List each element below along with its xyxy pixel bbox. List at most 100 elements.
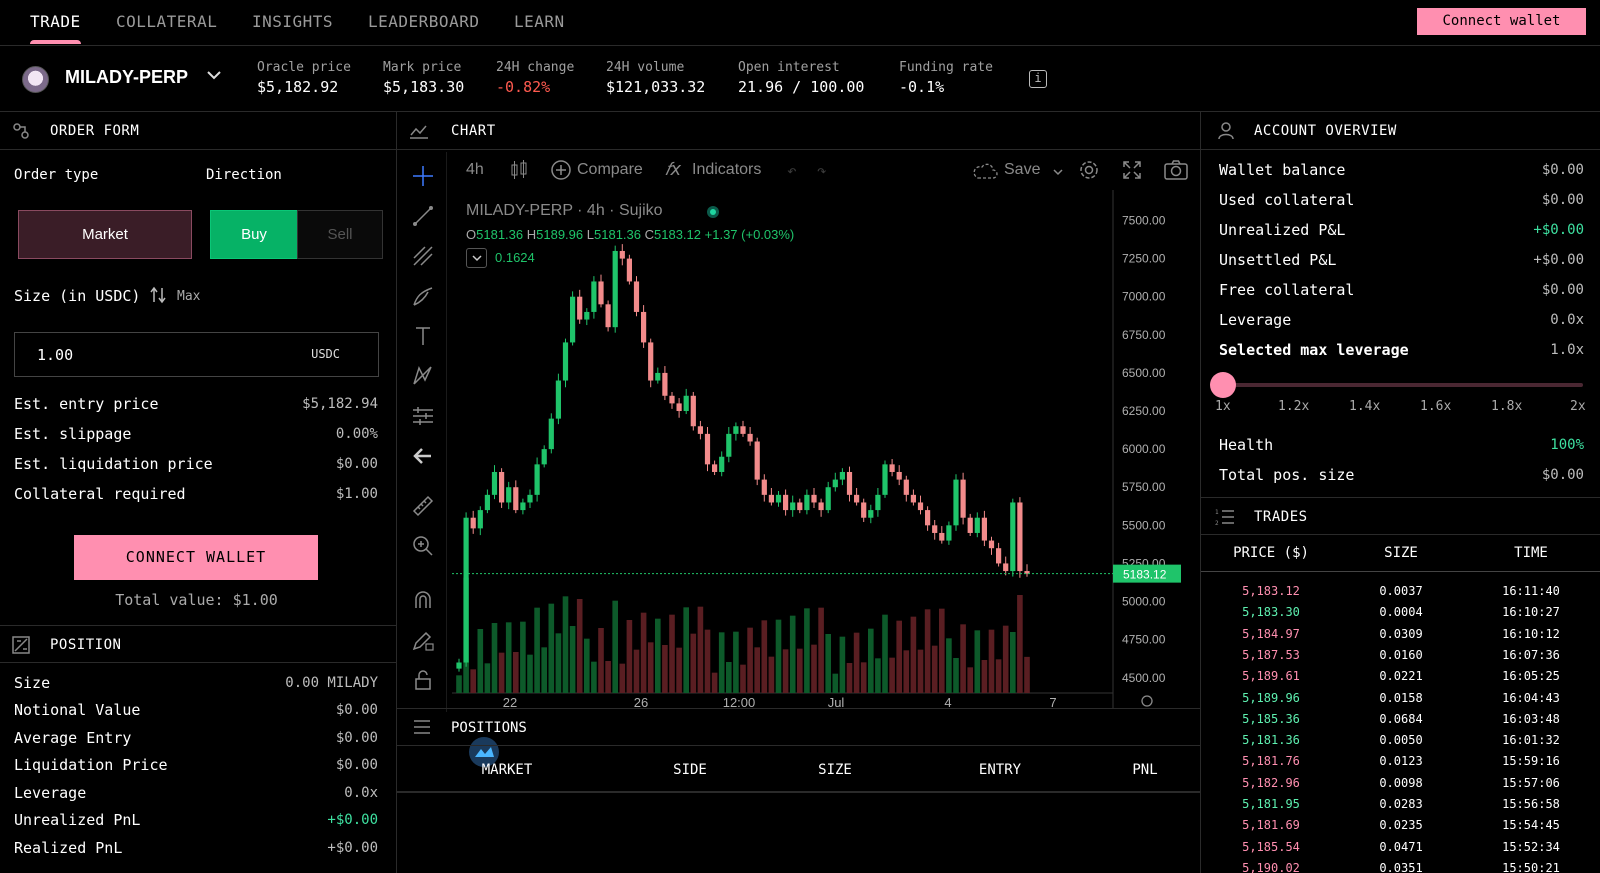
price-tick-label: 5500.00 [1122,518,1166,532]
positions-icon [413,719,431,739]
connect-wallet-main-button[interactable]: CONNECT WALLET [74,535,318,580]
fib-tool-icon[interactable] [411,244,435,268]
undo-icon[interactable]: ↶ [787,161,797,180]
swap-units-icon[interactable] [150,286,166,308]
volume-bar [967,667,973,693]
legend-collapse-toggle[interactable] [466,248,487,268]
candle-body [562,342,569,381]
settings-gear-icon[interactable] [1078,159,1100,185]
indicators-icon[interactable]: 𝑓x [665,159,682,180]
save-button[interactable]: Save [1004,161,1041,178]
trades-col-price: PRICE ($) [1233,545,1309,561]
trade-time: 16:10:12 [1502,626,1560,641]
market-selector[interactable]: MILADY-PERP [65,67,189,87]
max-leverage-value: 1.0x [1550,342,1584,358]
lock-icon[interactable] [411,668,435,692]
chevron-down-icon[interactable] [205,66,223,89]
trade-time: 16:01:32 [1502,733,1560,748]
trade-row: 5,181.36 0.0050 16:01:32 [1201,730,1600,751]
trend-line-icon[interactable] [411,204,435,228]
volume-bar [605,661,611,693]
volume-bar [804,608,810,693]
indicators-button[interactable]: Indicators [692,161,762,178]
leverage-slider-track[interactable] [1223,383,1583,387]
tab-learn[interactable]: LEARN [514,12,565,31]
crosshair-icon[interactable] [411,164,435,188]
projection-tool-icon[interactable] [411,404,435,428]
back-arrow-icon[interactable] [411,444,435,468]
slippage-value: 0.00% [335,426,378,442]
candle-body [1024,571,1030,574]
trade-time: 16:07:36 [1502,647,1560,662]
unrealized-pnl-value: +$0.00 [327,812,378,828]
candle-body [889,464,895,472]
market-order-button[interactable]: Market [18,210,192,259]
magnet-icon[interactable] [411,588,435,612]
buy-button[interactable]: Buy [210,210,298,259]
health-label: Health [1219,436,1274,454]
leverage-tick: 1x [1215,399,1231,414]
pencil-lock-icon[interactable] [411,628,435,652]
volume-bar [718,632,725,693]
volume-bar [818,607,824,693]
fullscreen-icon[interactable] [1122,160,1142,184]
redo-icon[interactable]: ↷ [817,161,827,180]
volume-bar [562,596,569,693]
volume-bar [931,645,938,693]
brush-icon[interactable] [411,284,435,308]
cloud-icon[interactable] [972,162,998,184]
candle-body [946,525,952,541]
tab-leaderboard[interactable]: LEADERBOARD [368,12,480,31]
candle-body [669,395,675,404]
trade-price: 5,182.96 [1242,775,1300,790]
interval-button[interactable]: 4h [466,161,484,178]
compare-icon[interactable] [550,159,572,185]
text-tool-icon[interactable] [411,324,435,348]
candle-body [882,464,888,495]
camera-icon[interactable] [1164,159,1188,185]
price-chart[interactable]: 7500.00 7250.00 7000.00 6750.00 6500.00 6250.… [452,190,1201,790]
zoom-in-icon[interactable] [411,534,435,558]
save-chevron-icon[interactable] [1052,163,1064,182]
candle-body [726,433,732,457]
tab-insights[interactable]: INSIGHTS [252,12,334,31]
trade-price: 5,189.96 [1242,690,1300,705]
leverage-slider-thumb[interactable] [1210,372,1236,398]
svg-text:1: 1 [1215,509,1219,516]
volume-bar [520,621,526,693]
candle-body [690,395,696,427]
candle-body [783,494,789,511]
pattern-tool-icon[interactable] [411,364,435,388]
volume-bar [946,638,952,693]
connect-wallet-button[interactable]: Connect wallet [1417,8,1586,35]
svg-text:2: 2 [1215,520,1219,526]
volume-bar [704,629,711,693]
chart-canvas[interactable]: 7500.00 7250.00 7000.00 6750.00 6500.00 6250.… [452,190,1201,710]
user-icon [1218,122,1236,140]
positions-header: POSITIONS [397,708,1201,746]
position-header: POSITION [0,625,396,663]
volume-bar [541,647,547,693]
volume-bar [726,662,732,693]
price-tick-label: 7000.00 [1122,290,1166,304]
trade-row: 5,185.36 0.0684 16:03:48 [1201,709,1600,730]
candle-body [825,487,831,511]
price-tick-label: 5000.00 [1122,595,1166,609]
unrealized-pl-label: Unrealized P&L [1219,221,1346,239]
tab-trade[interactable]: TRADE [30,12,81,44]
tab-collateral[interactable]: COLLATERAL [116,12,218,31]
candle-type-icon[interactable] [510,160,528,184]
volume-bar [981,660,988,693]
size-input[interactable]: 1.00 USDC [14,332,379,377]
sell-button[interactable]: Sell [297,210,383,259]
wallet-balance-label: Wallet balance [1219,161,1346,179]
candle-body [506,487,512,503]
info-icon[interactable]: i [1029,70,1047,88]
compare-button[interactable]: Compare [577,161,643,178]
leverage-tick: 1.6x [1420,399,1452,414]
volume-bar [846,663,853,693]
ruler-icon[interactable] [411,494,435,518]
leverage-tick: 1.4x [1349,399,1381,414]
max-button[interactable]: Max [177,289,201,304]
realized-pnl-value: +$0.00 [327,840,378,856]
